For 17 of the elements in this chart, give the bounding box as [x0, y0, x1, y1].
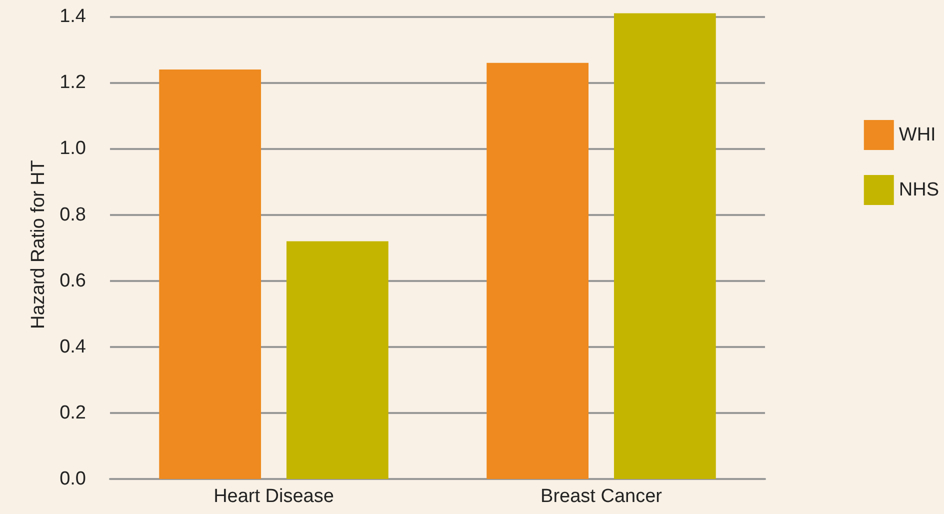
- y-tick-label: 0.4: [60, 336, 86, 358]
- bar: [614, 13, 716, 479]
- y-tick-label: 0.2: [60, 402, 86, 424]
- text: 1.0: [60, 138, 86, 160]
- bar: [486, 62, 589, 479]
- x-tick-label: Breast Cancer: [540, 486, 663, 507]
- y-tick-label: 0.8: [60, 204, 86, 226]
- y-tick-label: 1.4: [60, 6, 86, 28]
- legend-label: NHS: [898, 180, 940, 200]
- y-axis-title: Hazard Ratio for HT: [28, 160, 49, 329]
- x-tick-label: Heart Disease: [214, 486, 334, 507]
- bar: [286, 241, 388, 479]
- y-tick-label: 0.6: [60, 270, 86, 292]
- bar: [159, 69, 262, 479]
- legend-label: WHI: [898, 124, 936, 146]
- y-tick-label: 1.2: [60, 72, 86, 94]
- text: 0.0: [60, 468, 86, 490]
